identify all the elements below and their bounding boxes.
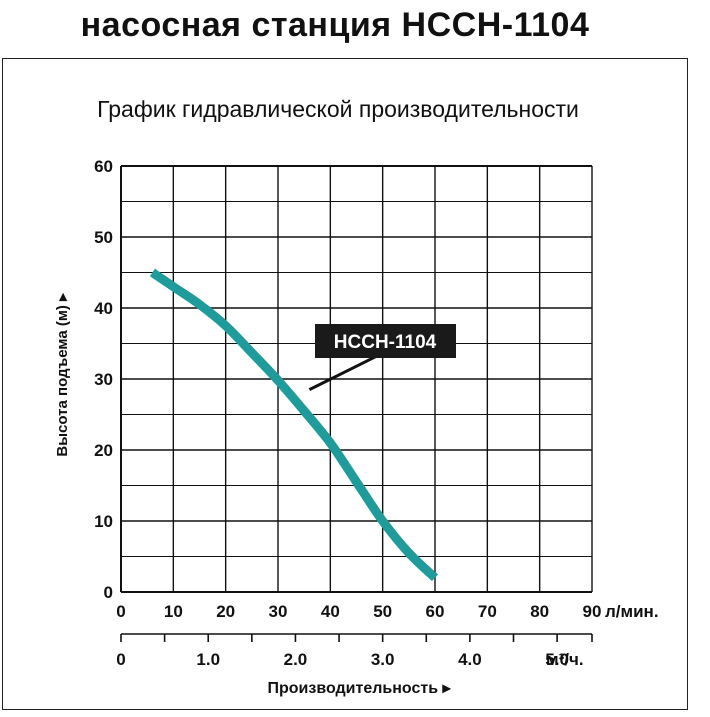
x-tick-label: 90 <box>583 602 602 621</box>
x-axis-label: Производительность ▸ <box>267 680 451 697</box>
x-tick-label: 10 <box>164 602 183 621</box>
x-axis-unit: л/мин. <box>605 602 659 621</box>
annotation-label: НССН-1104 <box>334 332 437 353</box>
chart-title: График гидравлической производительности <box>97 96 579 122</box>
x-tick-label: 40 <box>321 602 340 621</box>
x2-tick-label: 3.0 <box>371 650 395 669</box>
x-tick-label: 20 <box>216 602 235 621</box>
y-axis-label: Высота подъема (м) ▸ <box>54 292 71 457</box>
y-tick-label: 60 <box>94 157 113 176</box>
x2-axis-unit: м³/ч. <box>546 650 584 669</box>
x2-tick-label: 1.0 <box>196 650 220 669</box>
x2-tick-label: 2.0 <box>284 650 308 669</box>
x-tick-label: 0 <box>116 602 125 621</box>
x-tick-label: 30 <box>269 602 288 621</box>
y-tick-label: 40 <box>94 299 113 318</box>
y-tick-label: 50 <box>94 228 113 247</box>
x-tick-label: 50 <box>373 602 392 621</box>
chart-frame <box>2 58 688 710</box>
y-tick-label: 0 <box>104 583 113 602</box>
x-tick-label: 60 <box>426 602 445 621</box>
axes: 0 10 20 30 40 50 60 70 80 90 0 10 20 30 40 50 60 л/мин. 0 1… <box>94 157 658 669</box>
annotation-layer: НССН-1104 <box>308 324 456 391</box>
x2-tick-label: 4.0 <box>458 650 482 669</box>
y-tick-label: 10 <box>94 512 113 531</box>
x2-tick-label: 0 <box>116 650 125 669</box>
x2-tick-label: 5.0 <box>545 650 569 669</box>
y-tick-label: 20 <box>94 441 113 460</box>
series-line <box>149 268 439 582</box>
series-layer <box>149 268 439 582</box>
page-title: насосная станция НССН-1104 <box>80 6 590 44</box>
annotation-box <box>315 324 456 358</box>
y-tick-label: 30 <box>94 370 113 389</box>
annotation-leader-line <box>308 350 386 391</box>
x-tick-label: 80 <box>530 602 549 621</box>
x-tick-label: 70 <box>478 602 497 621</box>
grid <box>120 165 593 593</box>
